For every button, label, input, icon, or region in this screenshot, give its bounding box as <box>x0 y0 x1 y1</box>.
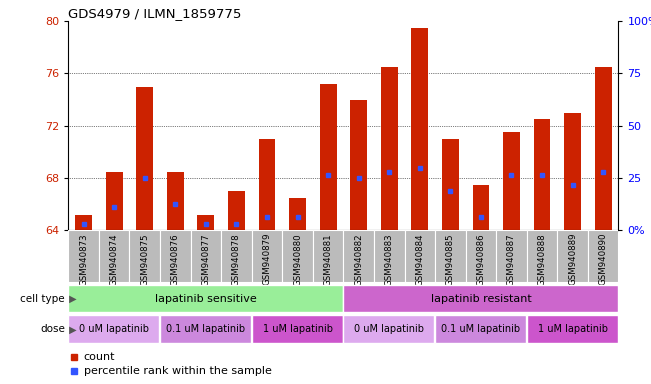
Bar <box>68 230 99 282</box>
Bar <box>228 191 245 230</box>
Bar <box>344 230 374 282</box>
Text: 0 uM lapatinib: 0 uM lapatinib <box>79 324 149 334</box>
Text: GSM940877: GSM940877 <box>201 233 210 286</box>
Text: 1 uM lapatinib: 1 uM lapatinib <box>538 324 607 334</box>
Text: lapatinib resistant: lapatinib resistant <box>430 293 531 304</box>
Bar <box>435 316 526 343</box>
Bar <box>534 119 551 230</box>
Bar <box>496 230 527 282</box>
Bar <box>160 230 191 282</box>
Text: 0.1 uM lapatinib: 0.1 uM lapatinib <box>441 324 521 334</box>
Bar <box>344 285 618 313</box>
Bar <box>191 230 221 282</box>
Bar <box>374 230 404 282</box>
Bar <box>99 230 130 282</box>
Bar <box>564 113 581 230</box>
Bar <box>68 316 159 343</box>
Bar <box>381 67 398 230</box>
Text: GSM940890: GSM940890 <box>599 233 607 285</box>
Bar <box>221 230 252 282</box>
Bar <box>527 230 557 282</box>
Text: GSM940884: GSM940884 <box>415 233 424 286</box>
Text: ▶: ▶ <box>66 293 77 304</box>
Text: lapatinib sensitive: lapatinib sensitive <box>155 293 256 304</box>
Text: count: count <box>84 352 115 362</box>
Bar <box>252 316 343 343</box>
Text: ▶: ▶ <box>66 324 77 334</box>
Text: GSM940880: GSM940880 <box>293 233 302 286</box>
Bar <box>197 215 214 230</box>
Bar <box>130 230 160 282</box>
Text: GSM940874: GSM940874 <box>110 233 118 286</box>
Bar <box>313 230 344 282</box>
Bar <box>76 215 92 230</box>
Text: GSM940887: GSM940887 <box>507 233 516 286</box>
Text: GSM940876: GSM940876 <box>171 233 180 286</box>
Text: GSM940881: GSM940881 <box>324 233 333 286</box>
Text: GSM940886: GSM940886 <box>477 233 486 286</box>
Text: 1 uM lapatinib: 1 uM lapatinib <box>262 324 333 334</box>
Text: GSM940888: GSM940888 <box>538 233 547 286</box>
Text: dose: dose <box>40 324 65 334</box>
Bar <box>344 316 434 343</box>
Text: cell type: cell type <box>20 293 65 304</box>
Text: GSM940889: GSM940889 <box>568 233 577 285</box>
Text: GSM940883: GSM940883 <box>385 233 394 286</box>
Text: GSM940879: GSM940879 <box>262 233 271 285</box>
Bar <box>588 230 618 282</box>
Text: GDS4979 / ILMN_1859775: GDS4979 / ILMN_1859775 <box>68 7 242 20</box>
Bar <box>473 185 490 230</box>
Text: GSM940885: GSM940885 <box>446 233 455 286</box>
Bar <box>350 99 367 230</box>
Bar <box>404 230 435 282</box>
Bar <box>252 230 283 282</box>
Bar <box>503 132 520 230</box>
Bar <box>435 230 465 282</box>
Text: GSM940878: GSM940878 <box>232 233 241 286</box>
Text: GSM940873: GSM940873 <box>79 233 88 286</box>
Bar <box>289 198 306 230</box>
Bar <box>320 84 337 230</box>
Bar <box>68 285 343 313</box>
Bar <box>106 172 122 230</box>
Bar <box>557 230 588 282</box>
Text: GSM940875: GSM940875 <box>140 233 149 286</box>
Text: 0 uM lapatinib: 0 uM lapatinib <box>354 324 424 334</box>
Bar <box>411 28 428 230</box>
Bar <box>595 67 611 230</box>
Bar <box>258 139 275 230</box>
Bar <box>527 316 618 343</box>
Bar <box>442 139 459 230</box>
Text: GSM940882: GSM940882 <box>354 233 363 286</box>
Bar <box>465 230 496 282</box>
Bar <box>167 172 184 230</box>
Bar <box>160 316 251 343</box>
Bar <box>136 86 153 230</box>
Bar <box>283 230 313 282</box>
Text: percentile rank within the sample: percentile rank within the sample <box>84 366 271 376</box>
Text: 0.1 uM lapatinib: 0.1 uM lapatinib <box>166 324 245 334</box>
